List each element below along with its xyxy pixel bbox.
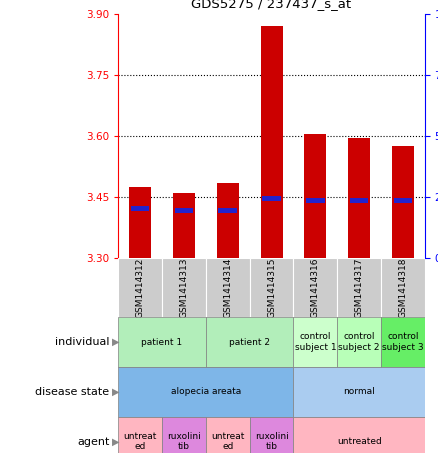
FancyBboxPatch shape bbox=[293, 258, 337, 317]
Bar bbox=[217, 183, 239, 258]
Text: untreat
ed: untreat ed bbox=[211, 432, 244, 451]
Bar bbox=[219, 208, 237, 213]
Text: control
subject 1: control subject 1 bbox=[294, 333, 336, 352]
FancyBboxPatch shape bbox=[162, 417, 206, 453]
Text: alopecia areata: alopecia areata bbox=[171, 387, 241, 396]
Bar bbox=[262, 196, 281, 201]
Text: ▶: ▶ bbox=[112, 337, 120, 347]
Bar bbox=[304, 134, 326, 258]
FancyBboxPatch shape bbox=[206, 317, 293, 367]
FancyBboxPatch shape bbox=[293, 317, 337, 367]
Text: individual: individual bbox=[55, 337, 110, 347]
Text: untreated: untreated bbox=[337, 437, 381, 446]
Bar bbox=[261, 26, 283, 258]
Text: ▶: ▶ bbox=[112, 437, 120, 447]
FancyBboxPatch shape bbox=[118, 317, 206, 367]
FancyBboxPatch shape bbox=[293, 417, 425, 453]
Text: GSM1414312: GSM1414312 bbox=[136, 257, 145, 318]
Text: ▶: ▶ bbox=[112, 387, 120, 397]
Bar bbox=[131, 207, 149, 211]
Text: disease state: disease state bbox=[35, 387, 110, 397]
Bar bbox=[350, 198, 368, 203]
Bar bbox=[392, 146, 414, 258]
FancyBboxPatch shape bbox=[206, 258, 250, 317]
Text: GSM1414313: GSM1414313 bbox=[180, 257, 188, 318]
FancyBboxPatch shape bbox=[206, 417, 250, 453]
FancyBboxPatch shape bbox=[118, 367, 293, 417]
Text: GSM1414315: GSM1414315 bbox=[267, 257, 276, 318]
Text: ruxolini
tib: ruxolini tib bbox=[254, 432, 289, 451]
Text: GSM1414316: GSM1414316 bbox=[311, 257, 320, 318]
Bar bbox=[306, 198, 325, 203]
Text: GSM1414314: GSM1414314 bbox=[223, 257, 232, 318]
FancyBboxPatch shape bbox=[337, 317, 381, 367]
FancyBboxPatch shape bbox=[337, 258, 381, 317]
Text: normal: normal bbox=[343, 387, 375, 396]
FancyBboxPatch shape bbox=[381, 317, 425, 367]
Bar bbox=[348, 138, 370, 258]
FancyBboxPatch shape bbox=[118, 417, 162, 453]
FancyBboxPatch shape bbox=[250, 417, 293, 453]
Bar bbox=[394, 198, 412, 203]
Text: GSM1414317: GSM1414317 bbox=[355, 257, 364, 318]
Text: GSM1414318: GSM1414318 bbox=[399, 257, 407, 318]
Text: patient 1: patient 1 bbox=[141, 337, 183, 347]
FancyBboxPatch shape bbox=[118, 258, 162, 317]
Text: ruxolini
tib: ruxolini tib bbox=[167, 432, 201, 451]
Text: patient 2: patient 2 bbox=[229, 337, 270, 347]
FancyBboxPatch shape bbox=[162, 258, 206, 317]
Text: agent: agent bbox=[77, 437, 110, 447]
Text: untreat
ed: untreat ed bbox=[124, 432, 157, 451]
Text: control
subject 3: control subject 3 bbox=[382, 333, 424, 352]
FancyBboxPatch shape bbox=[381, 258, 425, 317]
Bar bbox=[129, 187, 151, 258]
Bar bbox=[175, 208, 193, 213]
Bar bbox=[173, 193, 195, 258]
FancyBboxPatch shape bbox=[293, 367, 425, 417]
Text: control
subject 2: control subject 2 bbox=[339, 333, 380, 352]
Title: GDS5275 / 237437_s_at: GDS5275 / 237437_s_at bbox=[191, 0, 352, 10]
FancyBboxPatch shape bbox=[250, 258, 293, 317]
